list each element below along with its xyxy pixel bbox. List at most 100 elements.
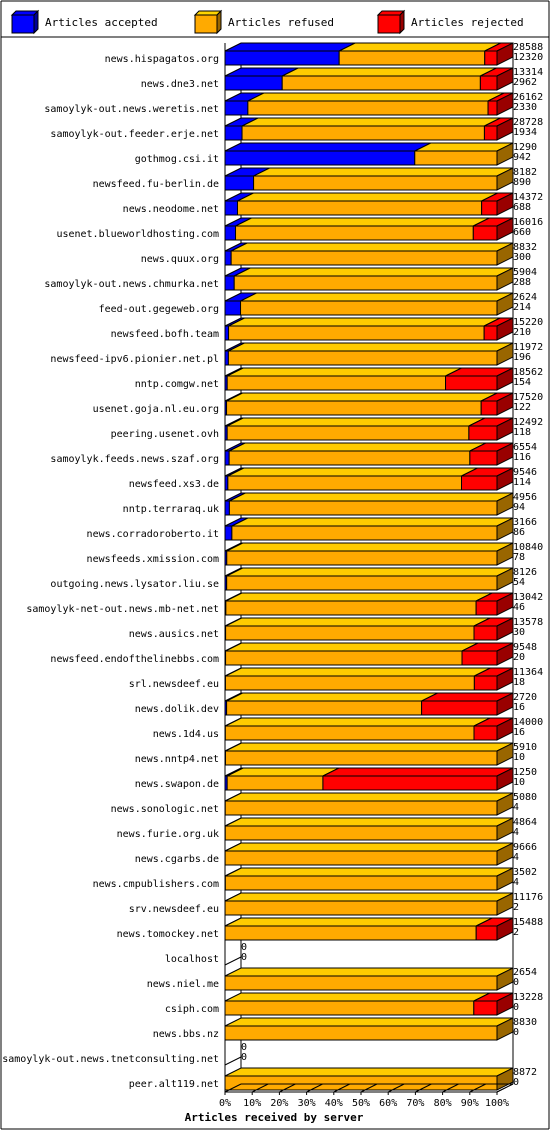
server-label: news.cmpublishers.com — [93, 879, 219, 890]
bar-row — [225, 843, 513, 865]
server-label: news.dne3.net — [141, 79, 219, 90]
bar-face — [229, 501, 497, 515]
bar-top — [226, 643, 478, 651]
bar-segment — [248, 93, 504, 115]
bar-face — [228, 476, 462, 490]
bar-face — [232, 526, 497, 540]
server-label: usenet.blueworldhosting.com — [56, 229, 219, 240]
bar-face — [225, 326, 229, 340]
legend-label: Articles refused — [228, 16, 334, 29]
bar-top — [228, 343, 513, 351]
bar-row — [225, 518, 513, 540]
bar-face — [225, 751, 497, 765]
secondary-label: 210 — [513, 327, 531, 338]
legend-label: Articles accepted — [45, 16, 158, 29]
bar-empty-marker — [225, 1057, 241, 1065]
bar-top — [282, 68, 496, 76]
secondary-label: 4 — [513, 802, 519, 813]
bar-segment — [228, 343, 513, 365]
bar-top — [227, 693, 438, 701]
x-tick-label: 60% — [379, 1098, 397, 1109]
bar-face — [225, 1026, 497, 1040]
bar-face — [473, 226, 497, 240]
server-label: news.hispagatos.org — [105, 54, 219, 65]
secondary-label: 4 — [513, 877, 519, 888]
bar-top — [225, 843, 513, 851]
server-label: news.nntp4.net — [135, 754, 219, 765]
bar-face — [225, 1001, 474, 1015]
bar-row — [225, 443, 513, 465]
bar-top — [226, 618, 490, 626]
secondary-label: 78 — [513, 552, 525, 563]
server-label: peering.usenet.ovh — [111, 429, 219, 440]
server-label: news.furie.org.uk — [117, 829, 219, 840]
bar-top — [226, 593, 492, 601]
server-label: news.quux.org — [141, 254, 219, 265]
legend-swatch — [195, 15, 217, 33]
bar-face — [227, 401, 482, 415]
server-label: newsfeed-ipv6.pionier.net.pl — [50, 354, 219, 365]
secondary-label: 12320 — [513, 52, 543, 63]
bar-face — [225, 276, 234, 290]
bar-face — [484, 326, 497, 340]
bar-face — [476, 601, 497, 615]
server-label: news.dolik.dev — [135, 704, 219, 715]
secondary-label: 2330 — [513, 102, 537, 113]
bar-segment — [227, 568, 513, 590]
bar-face — [485, 51, 497, 65]
bar-segment — [227, 418, 485, 440]
bar-row — [225, 193, 513, 215]
bar-segment — [231, 243, 513, 265]
secondary-label: 0 — [513, 1002, 519, 1013]
secondary-label: 2 — [513, 902, 519, 913]
bar-face — [227, 551, 497, 565]
secondary-label: 46 — [513, 602, 525, 613]
bar-segment — [226, 593, 492, 615]
server-label: localhost — [165, 954, 219, 965]
bar-row — [225, 1018, 513, 1040]
bar-face — [488, 101, 497, 115]
legend-swatch — [12, 15, 34, 33]
bar-segment — [225, 1018, 513, 1040]
secondary-label: 288 — [513, 277, 531, 288]
secondary-label: 86 — [513, 527, 525, 538]
bar-face — [228, 351, 497, 365]
bar-face — [323, 776, 497, 790]
secondary-label: 16 — [513, 727, 525, 738]
server-label: srl.newsdeef.eu — [129, 679, 219, 690]
secondary-label: 118 — [513, 427, 531, 438]
bar-face — [225, 201, 237, 215]
bar-top — [225, 43, 355, 51]
bar-top — [234, 268, 513, 276]
bar-segment — [226, 618, 490, 640]
server-label: samoylyk-out.feeder.erje.net — [50, 129, 219, 140]
bar-top — [225, 818, 513, 826]
bar-row — [225, 1068, 513, 1090]
bar-row — [225, 1057, 241, 1065]
bar-top — [225, 868, 513, 876]
x-tick-label: 10% — [243, 1098, 261, 1109]
secondary-label: 16 — [513, 702, 525, 713]
bar-row — [225, 993, 513, 1015]
secondary-label: 10 — [513, 752, 525, 763]
bar-face — [474, 676, 497, 690]
bar-row — [225, 418, 513, 440]
bar-row — [225, 493, 513, 515]
bar-face — [225, 251, 231, 265]
bar-face — [225, 1076, 497, 1090]
secondary-label: 10 — [513, 777, 525, 788]
bar-face — [227, 376, 445, 390]
bar-top — [229, 443, 486, 451]
bar-row — [225, 693, 513, 715]
secondary-label: 2962 — [513, 77, 537, 88]
bar-face — [225, 101, 248, 115]
bar-segment — [225, 43, 355, 65]
bar-face — [476, 926, 497, 940]
bar-segment — [227, 768, 339, 790]
bar-top — [232, 518, 513, 526]
bar-segment — [227, 543, 513, 565]
bar-segment — [226, 643, 478, 665]
bar-face — [225, 76, 282, 90]
